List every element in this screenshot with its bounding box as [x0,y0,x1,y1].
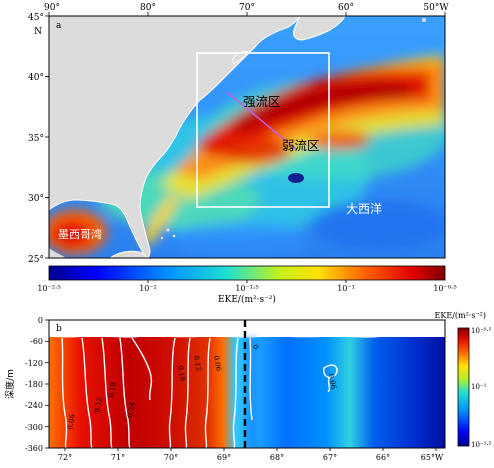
gulf-of-mexico-label: 墨西哥湾 [58,227,102,241]
contour-label: 0.18 [107,382,118,399]
lat-label: 35° [28,134,44,144]
lon-tick: 70° [164,453,178,462]
contour-label: 0.12 [93,397,104,414]
land-north-america [49,16,301,258]
lon-tick: 66° [376,453,390,462]
depth-axis-label: 深度/m [4,369,16,399]
colorbar-tick: 10⁻²·⁵ [37,284,60,293]
lat-label: 45° [28,13,44,23]
colorbar-b [457,327,470,447]
lon-label: 50°W [423,3,449,13]
colorbar-a-title: EKE/(m²·s⁻²) [218,294,276,305]
depth-tick: -240 [25,401,43,410]
section-y-ticks: 0 -60 -120 -180 -240 -300 -360 [25,316,43,453]
eke-section: 0.06 0.12 0.18 0.24 0.18 0.12 0.06 0 0.0… [49,320,445,448]
lon-label: 80° [140,3,156,13]
lon-tick: 67° [323,453,337,462]
contour-label: 0.06 [212,355,223,372]
colorbar-tick: 10⁻¹·⁵ [235,284,258,293]
contour-label: 0.18 [176,365,187,382]
colorbar-tick: 10⁻¹ [337,284,355,293]
lat-label: 40° [28,73,44,83]
contour-label: 0.24 [126,401,137,418]
contour-label: 0 [251,344,260,350]
land-cuba [109,250,147,258]
lon-label: 90° [44,3,60,13]
contour-labels: 0.06 0.12 0.18 0.24 0.18 0.12 0.06 0 0.0… [66,344,338,430]
eke-field [49,55,445,258]
lat-north-label: N [34,27,42,37]
colorbar-b-title: EKE/(m²·s⁻²) [435,311,486,320]
eddy-blob [288,173,304,183]
atlantic-ocean-label: 大西洋 [346,201,382,216]
map-lon-labels: 90° 80° 70° 60° 50°W [44,3,449,13]
contour-label: 0.12 [192,355,203,372]
depth-tick: -300 [25,423,43,432]
weak-current-label: 弱流区 [282,138,320,153]
section-contours [61,337,338,448]
lon-tick: 72° [58,453,72,462]
depth-tick: -120 [25,359,43,368]
lon-tick: 65°W [421,453,444,462]
contour-label: 0.06 [66,413,77,430]
panel-b-label: b [56,324,62,334]
bahamas [166,228,170,232]
colorbar-a [48,265,446,281]
contour-label: 0.06 [327,373,338,390]
colorbar-b-ticks: 10⁻⁰·⁵ 10⁻¹ 10⁻¹·⁵ [471,327,492,449]
depth-tick: 0 [38,316,43,325]
map-ticks [45,12,446,259]
colorbar-tick: 10⁻⁰·⁵ [471,327,492,335]
depth-tick: -360 [25,444,43,453]
colorbar-tick: 10⁻¹·⁵ [471,441,492,449]
lon-label: 60° [338,3,354,13]
colorbar-tick: 10⁻² [139,284,157,293]
lat-label: 25° [28,255,44,265]
land-cape-cod [231,51,249,65]
eke-map [49,16,445,258]
lon-tick: 69° [217,453,231,462]
land-nova-scotia [293,16,346,41]
section-line [226,91,298,151]
lon-label: 70° [239,3,255,13]
map-lat-labels: 45° N 40° 35° 30° 25° [28,13,44,265]
lon-tick: 71° [111,453,125,462]
lat-label: 30° [28,194,44,204]
study-region-box [196,52,330,208]
colorbar-tick: 10⁻⁰·⁵ [433,284,456,293]
panel-a-label: a [56,21,62,31]
depth-tick: -60 [30,337,43,346]
colorbar-tick: 10⁻¹ [471,383,487,391]
strong-current-label: 强流区 [243,94,281,109]
lon-tick: 68° [270,453,284,462]
colorbar-a-ticks: 10⁻²·⁵ 10⁻² 10⁻¹·⁵ 10⁻¹ 10⁻⁰·⁵ [37,284,456,293]
section-x-ticks: 72° 71° 70° 69° 68° 67° 66° 65°W [58,453,444,462]
depth-tick: -180 [25,380,43,389]
land-gulf-coast [49,248,66,258]
